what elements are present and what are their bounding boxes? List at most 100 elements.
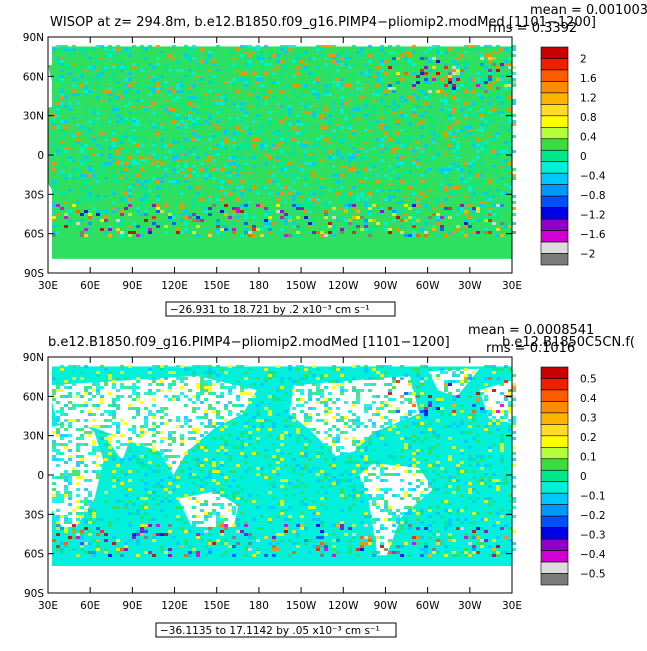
anomaly-cell bbox=[488, 425, 492, 428]
anomaly-cell bbox=[84, 141, 88, 144]
anomaly-cell bbox=[248, 434, 252, 437]
anomaly-cell bbox=[444, 132, 448, 135]
anomaly-cell bbox=[92, 180, 96, 183]
anomaly-cell bbox=[400, 225, 404, 228]
anomaly-cell bbox=[200, 488, 204, 491]
anomaly-cell bbox=[204, 231, 208, 234]
anomaly-cell bbox=[492, 368, 496, 371]
anomaly-cell bbox=[480, 51, 484, 54]
anomaly-cell bbox=[92, 210, 96, 213]
anomaly-cell bbox=[116, 114, 120, 117]
anomaly-cell bbox=[448, 48, 452, 51]
anomaly-cell bbox=[76, 404, 80, 407]
anomaly-cell bbox=[512, 383, 516, 386]
anomaly-cell bbox=[492, 425, 496, 428]
anomaly-cell bbox=[440, 467, 444, 470]
anomaly-cell bbox=[96, 404, 100, 407]
anomaly-cell bbox=[180, 440, 184, 443]
anomaly-cell bbox=[304, 105, 308, 108]
anomaly-cell bbox=[188, 368, 192, 371]
anomaly-cell bbox=[348, 222, 352, 225]
anomaly-cell bbox=[144, 234, 148, 237]
anomaly-cell bbox=[220, 485, 224, 488]
anomaly-cell bbox=[268, 434, 272, 437]
anomaly-cell bbox=[496, 153, 500, 156]
anomaly-cell bbox=[428, 479, 432, 482]
anomaly-cell bbox=[508, 171, 512, 174]
anomaly-cell bbox=[292, 452, 296, 455]
anomaly-cell bbox=[384, 132, 388, 135]
anomaly-cell bbox=[448, 479, 452, 482]
anomaly-cell bbox=[344, 192, 348, 195]
anomaly-cell bbox=[100, 132, 104, 135]
anomaly-cell bbox=[148, 180, 152, 183]
anomaly-cell bbox=[284, 410, 288, 413]
anomaly-cell bbox=[244, 69, 248, 72]
anomaly-cell bbox=[304, 374, 308, 377]
colorbar-swatch bbox=[541, 231, 568, 242]
anomaly-cell bbox=[332, 216, 336, 219]
anomaly-cell bbox=[484, 111, 488, 114]
anomaly-cell bbox=[480, 428, 484, 431]
anomaly-cell bbox=[384, 383, 388, 386]
anomaly-cell bbox=[224, 449, 228, 452]
anomaly-cell bbox=[272, 440, 276, 443]
anomaly-cell bbox=[216, 90, 220, 93]
anomaly-cell bbox=[68, 150, 72, 153]
anomaly-cell bbox=[128, 54, 132, 57]
panel-bottom-map bbox=[48, 357, 516, 593]
anomaly-cell bbox=[340, 129, 344, 132]
anomaly-cell bbox=[392, 102, 396, 105]
anomaly-cell bbox=[76, 174, 80, 177]
anomaly-cell bbox=[284, 479, 288, 482]
anomaly-cell bbox=[272, 105, 276, 108]
anomaly-cell bbox=[216, 452, 220, 455]
anomaly-cell bbox=[196, 473, 200, 476]
anomaly-cell bbox=[328, 114, 332, 117]
anomaly-cell bbox=[132, 222, 136, 225]
anomaly-cell bbox=[276, 368, 280, 371]
anomaly-cell bbox=[180, 234, 184, 237]
anomaly-cell bbox=[84, 500, 88, 503]
anomaly-cell bbox=[476, 392, 480, 395]
anomaly-cell bbox=[220, 476, 224, 479]
anomaly-cell bbox=[100, 171, 104, 174]
anomaly-cell bbox=[156, 377, 160, 380]
anomaly-cell bbox=[316, 431, 320, 434]
anomaly-cell bbox=[440, 84, 444, 87]
anomaly-cell bbox=[444, 60, 448, 63]
anomaly-cell bbox=[464, 63, 468, 66]
anomaly-cell bbox=[352, 75, 356, 78]
anomaly-cell bbox=[388, 216, 392, 219]
anomaly-cell bbox=[512, 464, 516, 467]
anomaly-cell bbox=[276, 449, 280, 452]
anomaly-cell bbox=[172, 99, 176, 102]
anomaly-cell bbox=[128, 449, 132, 452]
anomaly-cell bbox=[376, 407, 380, 410]
anomaly-cell bbox=[496, 135, 500, 138]
anomaly-cell bbox=[248, 467, 252, 470]
anomaly-cell bbox=[268, 51, 272, 54]
anomaly-cell bbox=[212, 422, 216, 425]
anomaly-cell bbox=[268, 228, 272, 231]
anomaly-cell bbox=[332, 485, 336, 488]
anomaly-cell bbox=[300, 54, 304, 57]
anomaly-cell bbox=[120, 162, 124, 165]
anomaly-cell bbox=[56, 464, 60, 467]
anomaly-cell bbox=[156, 123, 160, 126]
anomaly-cell bbox=[276, 383, 280, 386]
colorbar-swatch bbox=[541, 208, 568, 219]
anomaly-cell bbox=[268, 377, 272, 380]
anomaly-cell bbox=[128, 87, 132, 90]
anomaly-cell bbox=[64, 177, 68, 180]
anomaly-cell bbox=[388, 446, 392, 449]
anomaly-cell bbox=[492, 228, 496, 231]
anomaly-cell bbox=[128, 120, 132, 123]
anomaly-cell bbox=[100, 395, 104, 398]
anomaly-cell bbox=[152, 473, 156, 476]
anomaly-cell bbox=[156, 180, 160, 183]
anomaly-cell bbox=[360, 228, 364, 231]
anomaly-cell bbox=[200, 75, 204, 78]
anomaly-cell bbox=[296, 177, 300, 180]
anomaly-cell bbox=[464, 102, 468, 105]
